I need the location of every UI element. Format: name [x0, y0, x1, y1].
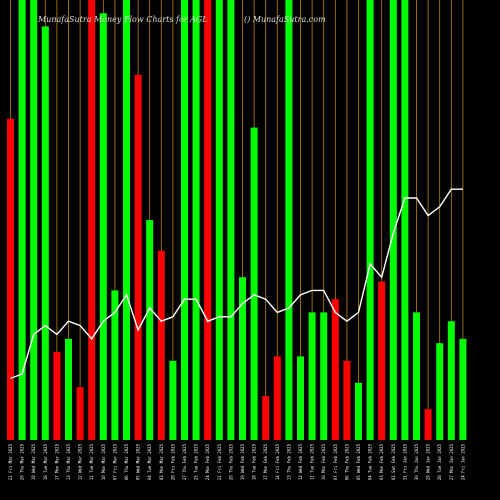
x-tick-label: 04 Tue Mar 2025	[147, 443, 152, 480]
x-tick-label: 17 Mon Mar 2025	[54, 443, 59, 480]
bar	[157, 250, 165, 440]
bar	[424, 409, 432, 440]
bar	[355, 382, 362, 440]
x-tick-label: 19 Wed Feb 2025	[240, 443, 245, 480]
bar	[366, 0, 374, 440]
chart-watermark: () MunafaSutra.com	[244, 15, 326, 24]
bar	[99, 13, 107, 440]
x-tick-label: 11 Tue Mar 2025	[89, 443, 94, 480]
x-tick-label: 25 Tue Feb 2025	[194, 443, 199, 480]
x-tick-label: 18 Tue Feb 2025	[252, 443, 257, 480]
bar	[447, 321, 455, 440]
bar	[215, 0, 223, 440]
x-tick-labels: 21 Fri Mar 2025 20 Thu Mar 2025 19 Wed Mar…	[8, 443, 465, 480]
x-tick-label: 17 Mon Feb 2025	[263, 443, 268, 480]
x-tick-label: 06 Thu Mar 2025	[124, 443, 129, 480]
bar	[7, 118, 14, 441]
x-tick-label: 04 Tue Feb 2025	[368, 443, 373, 480]
bar	[169, 360, 177, 440]
x-tick-label: 13 Thu Mar 2025	[66, 443, 71, 480]
x-tick-label: 12 Wed Feb 2025	[298, 443, 303, 480]
x-tick-label: 19 Wed Mar 2025	[31, 443, 36, 480]
bar	[192, 0, 200, 440]
bar	[111, 290, 119, 440]
x-tick-label: 21 Fri Feb 2025	[217, 443, 222, 480]
x-tick-label: 27 Mon Jan 2025	[449, 443, 454, 480]
money-flow-line	[10, 188, 463, 380]
bar	[413, 312, 420, 440]
bar	[378, 281, 386, 440]
x-tick-label: 31 Fri Jan 2025	[402, 443, 407, 480]
bar	[239, 277, 246, 440]
bar	[401, 0, 409, 440]
x-tick-label: 11 Tue Feb 2025	[310, 443, 315, 480]
x-tick-label: 24 Mon Feb 2025	[205, 443, 210, 480]
bar	[389, 0, 397, 440]
bar	[30, 0, 38, 440]
bar	[76, 387, 84, 440]
chart-title: MunafaSutra Money Flow Charts for AGL	[37, 15, 208, 24]
x-tick-label: 10 Mon Mar 2025	[101, 443, 106, 480]
x-tick-label: 21 Fri Mar 2025	[8, 443, 13, 480]
x-tick-label: 13 Thu Feb 2025	[286, 443, 291, 480]
bar	[343, 360, 351, 440]
bar-series	[7, 0, 467, 441]
bar	[88, 0, 96, 440]
bar	[273, 356, 281, 440]
bar	[459, 338, 467, 440]
bar	[18, 0, 26, 440]
bar	[53, 352, 61, 440]
x-tick-label: 06 Thu Feb 2025	[344, 443, 349, 480]
x-tick-label: 14 Fri Feb 2025	[275, 443, 280, 480]
x-tick-label: 05 Wed Mar 2025	[136, 443, 141, 480]
bar	[227, 0, 235, 440]
bar	[285, 0, 293, 440]
bar	[250, 127, 258, 440]
x-tick-label: 28 Fri Feb 2025	[170, 443, 175, 480]
bar	[146, 220, 154, 440]
x-tick-label: 12 Wed Mar 2025	[78, 443, 83, 480]
x-tick-label: 20 Thu Feb 2025	[228, 443, 233, 480]
x-tick-label: 29 Wed Jan 2025	[426, 443, 431, 480]
x-tick-label: 20 Thu Mar 2025	[20, 443, 25, 480]
x-tick-label: 07 Fri Mar 2025	[112, 443, 117, 480]
bar	[436, 343, 444, 440]
x-tick-label: 10 Mon Feb 2025	[321, 443, 326, 480]
x-tick-label: 03 Mon Mar 2025	[159, 443, 164, 480]
bar	[65, 338, 72, 440]
bar	[204, 0, 212, 440]
x-tick-label: 24 Fri Jan 2025	[460, 443, 465, 480]
bar	[41, 26, 49, 441]
x-tick-label: 03 Mon Feb 2025	[379, 443, 384, 480]
x-tick-label: 18 Tue Mar 2025	[43, 443, 48, 480]
x-tick-label: 28 Tue Jan 2025	[437, 443, 442, 480]
bar	[123, 0, 130, 440]
bar	[134, 74, 142, 441]
bar	[320, 312, 328, 440]
bar	[262, 396, 270, 440]
bar	[181, 0, 188, 440]
x-tick-label: 30 Thu Jan 2025	[414, 443, 419, 480]
bar	[331, 299, 339, 440]
x-tick-label: 01 Sat Feb 2025	[391, 443, 396, 480]
bar	[297, 356, 304, 440]
x-tick-label: 27 Thu Feb 2025	[182, 443, 187, 480]
bar	[308, 312, 316, 440]
x-tick-label: 07 Fri Feb 2025	[333, 443, 338, 480]
x-tick-label: 05 Wed Feb 2025	[356, 443, 361, 480]
